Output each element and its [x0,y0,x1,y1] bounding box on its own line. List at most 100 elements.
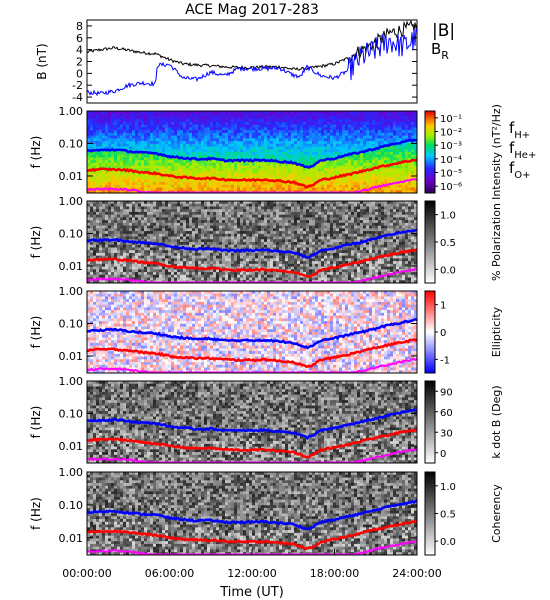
colorbar-tick-label: 1 [440,301,446,312]
panel-kdotb: 1.00 0.10 0.01 f (Hz) 90 60 30 0 k dot B (Deg) [29,375,503,464]
y-tick-label: 1.00 [59,105,84,118]
plot-frame [86,380,418,464]
plot-frame [86,110,418,194]
colorbar-frame [424,380,436,464]
f-he-line [86,158,418,189]
f-he-line [86,519,418,551]
colorbar-label: Intensity (nT²/Hz) [490,104,503,200]
colorbar: 1.0 0.5 0.0 % Polarization [424,200,503,284]
legend-f-He-plus: fHe+ [509,139,536,161]
y-axis-label: f (Hz) [29,226,43,259]
y-tick-label: 1.00 [59,375,84,388]
f-he-line [86,248,418,279]
panel-intensity: 1.000.100.01f (Hz)10⁻¹10⁻²10⁻³10⁻⁴10⁻⁵10… [29,104,536,200]
colorbar-tick-label: 1.0 [440,211,456,222]
y-axis-label: f (Hz) [29,406,43,439]
y-tick-label: -2 [72,79,83,92]
frequency-legend: fH+fHe+fO+ [509,119,536,181]
y-axis-label: f (Hz) [29,497,43,530]
y-tick-label: 4 [76,44,83,57]
f-h-line [87,138,418,170]
y-tick-label: 1.00 [59,195,84,208]
plot-frame [86,290,418,374]
colorbar-tick-label: 10⁻³ [440,141,462,152]
panel-coherency: 1.00 0.10 0.01 f (Hz) 1.0 0.5 0.0 Coherency [29,466,503,556]
legend-b-r: BR [431,40,449,62]
x-tick-label: 06:00:00 [145,567,194,580]
f-he-line [86,428,418,459]
series-line-b-total [86,19,418,72]
y-tick-label: 8 [76,20,83,33]
f-h-line [86,408,418,441]
x-axis-label: Time (UT) [219,585,284,600]
y-tick-label: 0.10 [59,138,84,151]
spectrogram-image [87,111,418,194]
colorbar-tick-label: 0 [440,449,446,460]
colorbar-tick-label: 60 [440,408,453,419]
colorbar-tick-label: 10⁻⁵ [440,169,462,180]
colorbar: 10⁻¹ 10⁻² 10⁻³ 10⁻⁴ 10⁻⁵ 10⁻⁶ Intensity (nT²/H… [424,104,503,200]
x-tick-label: 12:00:00 [227,567,276,580]
y-tick-label: 0.10 [59,499,84,512]
colorbar-tick-label: 10⁻² [440,128,462,139]
panel-ellipticity: 1.00 0.10 0.01 f (Hz) 1 0 -1 Ellipticity [29,285,503,374]
spectrogram-image [87,381,418,464]
colorbar-label: % Polarization [490,203,503,281]
y-tick-label: 0.01 [59,170,84,183]
y-tick-label: 0.10 [59,408,84,421]
colorbar-tick-label: 10⁻⁶ [440,182,462,193]
colorbar-tick-label: 90 [440,387,453,398]
colorbar-tick-label: 30 [440,428,453,439]
colorbar: 90 60 30 0 k dot B (Deg) [424,380,503,464]
y-tick-label: 0.10 [59,318,84,331]
spectrogram-image [87,291,418,374]
colorbar: 1.0 0.5 0.0 Coherency [424,471,503,556]
colorbar-tick-label: -1 [440,355,450,366]
y-tick-label: 6 [76,32,83,45]
panel-polarization: 1.00 0.10 0.01 f (Hz) 1.0 0.5 0.0 % Polarizatio… [29,195,503,284]
colorbar-tick-label: 10⁻⁴ [440,155,462,166]
y-axis-label: f (Hz) [29,316,43,349]
x-tick-label: 00:00:00 [62,567,111,580]
y-tick-label: 0 [76,67,83,80]
y-tick-label: 0.01 [59,440,84,453]
colorbar-tick-label: 0 [440,328,446,339]
y-tick-label: 1.00 [59,466,84,479]
f-h-line [86,499,418,531]
colorbar-frame [424,110,436,194]
colorbar-label: Coherency [490,484,503,543]
y-axis-label: f (Hz) [29,136,43,169]
colorbar-label: k dot B (Deg) [490,385,503,458]
colorbar-tick-label: 0.5 [440,510,456,521]
legend-f-H-plus: fH+ [509,119,530,141]
colorbar-tick-label: 0.0 [440,537,456,548]
plot-frame [86,200,418,284]
colorbar-label: Ellipticity [490,306,503,357]
colorbar-tick-label: 0.0 [440,265,456,276]
series-line-b-r [86,28,418,97]
y-tick-label: -4 [72,91,83,104]
f-he-line [86,337,418,369]
x-tick-label: 24:00:00 [392,567,441,580]
legend-f-O-plus: fO+ [509,159,531,181]
colorbar-tick-label: 0.5 [440,238,456,249]
legend-b-total: |B| [432,21,455,41]
x-axis: 00:00:00 06:00:00 12:00:00 18:00:00 24:00:00 [62,549,442,580]
chart-title: ACE Mag 2017-283 [185,2,319,18]
f-h-line [86,228,418,259]
y-tick-label: 1.00 [59,285,84,298]
colorbar-tick-label: 10⁻¹ [440,114,462,125]
y-tick-label: 0.01 [59,532,84,545]
x-tick-label: 18:00:00 [310,567,359,580]
y-tick-label: 2 [76,56,83,69]
f-h-line [86,317,418,350]
colorbar: 1 0 -1 Ellipticity [424,290,503,374]
colorbar-tick-label: 1.0 [440,482,456,493]
y-tick-label: 0.01 [59,350,84,363]
plot-frame [86,19,418,104]
y-axis-label: B (nT) [35,43,49,79]
y-tick-label: 0.10 [59,228,84,241]
